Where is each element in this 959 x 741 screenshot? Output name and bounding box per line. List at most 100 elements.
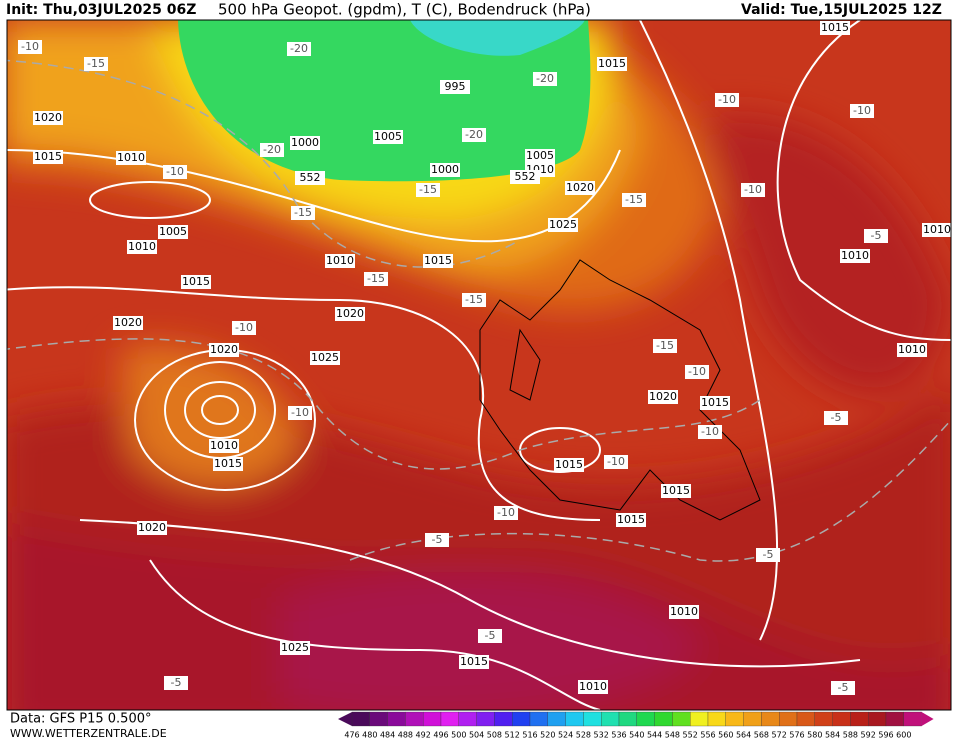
legend-swatch — [814, 711, 833, 727]
isobar-label-box — [373, 130, 403, 144]
isobar-label: 1010 — [898, 343, 926, 356]
isobar-label-box — [922, 223, 951, 237]
legend-value: 496 — [433, 731, 448, 740]
temperature-label: -10 — [853, 104, 871, 117]
temperature-label: -15 — [367, 272, 385, 285]
isobar-label: 552 — [300, 171, 321, 184]
temperature-label-box — [291, 206, 315, 220]
isobar-label-box — [840, 249, 870, 263]
isobar-label: 1015 — [598, 57, 626, 70]
temperature-label: -20 — [536, 72, 554, 85]
legend-swatch — [369, 711, 388, 727]
isobar-label: 1015 — [424, 254, 452, 267]
temperature-label-box — [364, 272, 388, 286]
temperature-label-box — [604, 455, 628, 469]
legend-value: 548 — [665, 731, 680, 740]
isobar-label: 1015 — [701, 396, 729, 409]
isobar-label-box — [127, 240, 157, 254]
legend-value: 556 — [700, 731, 715, 740]
isobar-label-box — [440, 80, 470, 94]
isobar-label: 1010 — [579, 680, 607, 693]
legend-swatch — [476, 711, 495, 727]
legend-value: 540 — [629, 731, 644, 740]
isobar-label-box — [113, 316, 143, 330]
temperature-label-box — [425, 533, 449, 547]
isobar-label: 1015 — [214, 457, 242, 470]
isobar-label: 1005 — [159, 225, 187, 238]
legend-value: 508 — [487, 731, 502, 740]
isobar-label: 1000 — [291, 136, 319, 149]
temperature-label: -15 — [419, 183, 437, 196]
color-legend: 476 480 484 488 492 496 500 504 508 512 516 520 524 5… — [338, 711, 934, 740]
temperature-label-box — [288, 406, 312, 420]
isobar-label-box — [648, 390, 678, 404]
isobar-label-box — [616, 513, 646, 527]
temperature-label: -5 — [831, 411, 842, 424]
temperature-label: -15 — [87, 57, 105, 70]
temperature-label-box — [494, 506, 518, 520]
legend-swatch — [690, 711, 709, 727]
isobar-label-box — [116, 151, 146, 165]
isobar-label: 1015 — [821, 21, 849, 34]
legend-value: 500 — [451, 731, 466, 740]
temperature-label: -5 — [871, 229, 882, 242]
legend-value: 544 — [647, 731, 662, 740]
legend-value: 600 — [896, 731, 911, 740]
legend-value: 580 — [807, 731, 822, 740]
temperature-label: -10 — [166, 165, 184, 178]
isobar-label: 1020 — [34, 111, 62, 124]
legend-swatch — [529, 711, 548, 727]
legend-swatch — [761, 711, 780, 727]
isobar-label: 1010 — [326, 254, 354, 267]
isobar-label-box — [700, 396, 730, 410]
isobars — [7, 20, 951, 710]
isobar-label: 1015 — [460, 655, 488, 668]
legend-swatch — [796, 711, 815, 727]
legend-value: 492 — [416, 731, 431, 740]
isobar-label: 1020 — [336, 307, 364, 320]
legend-value: 480 — [362, 731, 377, 740]
isobar-label: 1020 — [210, 343, 238, 356]
legend-swatch — [672, 711, 691, 727]
legend-swatch — [885, 711, 904, 727]
legend-value: 536 — [611, 731, 626, 740]
legend-swatch — [832, 711, 851, 727]
legend-value: 516 — [522, 731, 537, 740]
legend-swatch — [725, 711, 744, 727]
isobar-label: 1005 — [526, 149, 554, 162]
isobar-label: 1025 — [549, 218, 577, 231]
isobar-label-box — [209, 439, 239, 453]
temperature-label: -5 — [838, 681, 849, 694]
isobar-label-box — [335, 307, 365, 321]
isobar-label: 1025 — [311, 351, 339, 364]
isobar-label: 1015 — [662, 484, 690, 497]
legend-swatch — [654, 711, 673, 727]
legend-value: 592 — [861, 731, 876, 740]
temperature-label-box — [287, 42, 311, 56]
isobar-label: 1010 — [670, 605, 698, 618]
legend-swatch — [707, 711, 726, 727]
isotherms — [7, 59, 951, 562]
temperature-label: -10 — [21, 40, 39, 53]
legend-swatch — [494, 711, 513, 727]
legend-value: 596 — [878, 731, 893, 740]
isobar-label-box — [158, 225, 188, 239]
temperature-label: -5 — [485, 629, 496, 642]
temperature-label-box — [462, 293, 486, 307]
temperature-label-box — [478, 629, 502, 643]
isobar-label: 995 — [445, 80, 466, 93]
isobar-label: 1020 — [138, 521, 166, 534]
isobar-label-box — [669, 605, 699, 619]
isobar-label: 1020 — [566, 181, 594, 194]
isobar-label-box — [597, 57, 627, 71]
temperature-label-box — [756, 548, 780, 562]
legend-swatch — [547, 711, 566, 727]
temperature-label-box — [864, 229, 888, 243]
legend-value: 524 — [558, 731, 573, 740]
temperature-label-box — [622, 193, 646, 207]
legend-value: 484 — [380, 731, 395, 740]
isobar-label: 1015 — [182, 275, 210, 288]
legend-swatch — [618, 711, 637, 727]
temperature-label-box — [84, 57, 108, 71]
